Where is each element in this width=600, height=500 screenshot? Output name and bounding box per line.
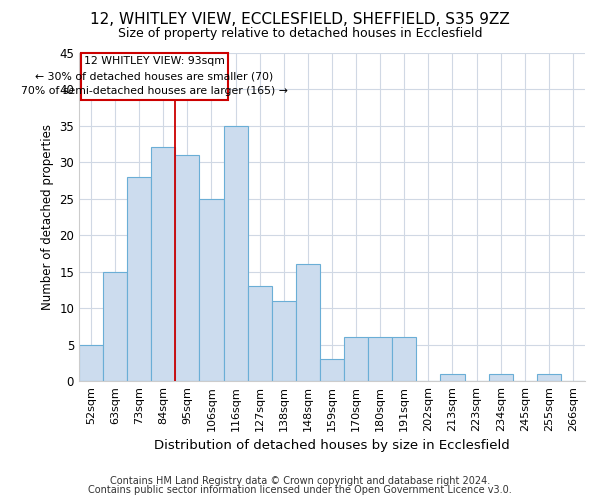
Bar — [537, 374, 561, 382]
Bar — [127, 176, 151, 382]
Bar — [151, 148, 175, 382]
X-axis label: Distribution of detached houses by size in Ecclesfield: Distribution of detached houses by size … — [154, 440, 510, 452]
Bar — [296, 264, 320, 382]
Bar — [488, 374, 513, 382]
Bar — [272, 301, 296, 382]
Text: Size of property relative to detached houses in Ecclesfield: Size of property relative to detached ho… — [118, 28, 482, 40]
Bar — [175, 155, 199, 382]
Bar — [103, 272, 127, 382]
Bar — [199, 198, 224, 382]
Y-axis label: Number of detached properties: Number of detached properties — [41, 124, 53, 310]
Bar — [79, 345, 103, 382]
Text: 12 WHITLEY VIEW: 93sqm
← 30% of detached houses are smaller (70)
70% of semi-det: 12 WHITLEY VIEW: 93sqm ← 30% of detached… — [21, 56, 288, 96]
Bar — [344, 338, 368, 382]
Bar — [248, 286, 272, 382]
Bar — [320, 360, 344, 382]
Bar — [224, 126, 248, 382]
Bar — [81, 52, 229, 100]
Text: Contains public sector information licensed under the Open Government Licence v3: Contains public sector information licen… — [88, 485, 512, 495]
Bar — [392, 338, 416, 382]
Text: Contains HM Land Registry data © Crown copyright and database right 2024.: Contains HM Land Registry data © Crown c… — [110, 476, 490, 486]
Text: 12, WHITLEY VIEW, ECCLESFIELD, SHEFFIELD, S35 9ZZ: 12, WHITLEY VIEW, ECCLESFIELD, SHEFFIELD… — [90, 12, 510, 28]
Bar — [368, 338, 392, 382]
Bar — [440, 374, 464, 382]
